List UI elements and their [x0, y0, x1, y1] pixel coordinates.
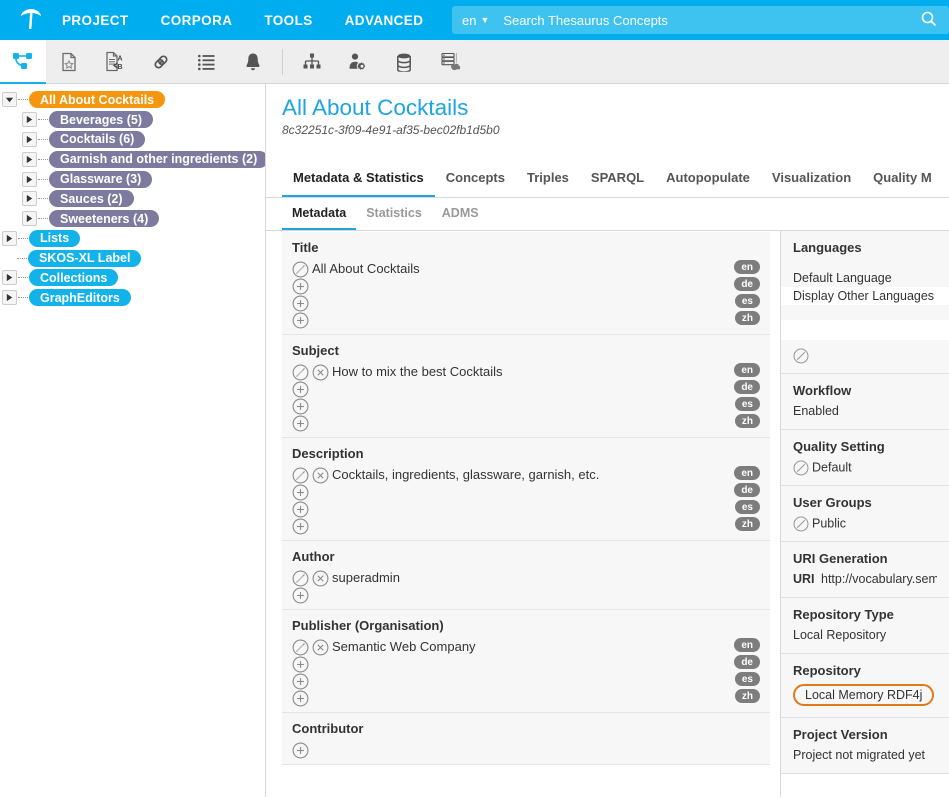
svg-text:B: B	[118, 64, 123, 71]
svg-text:A: A	[118, 55, 123, 62]
